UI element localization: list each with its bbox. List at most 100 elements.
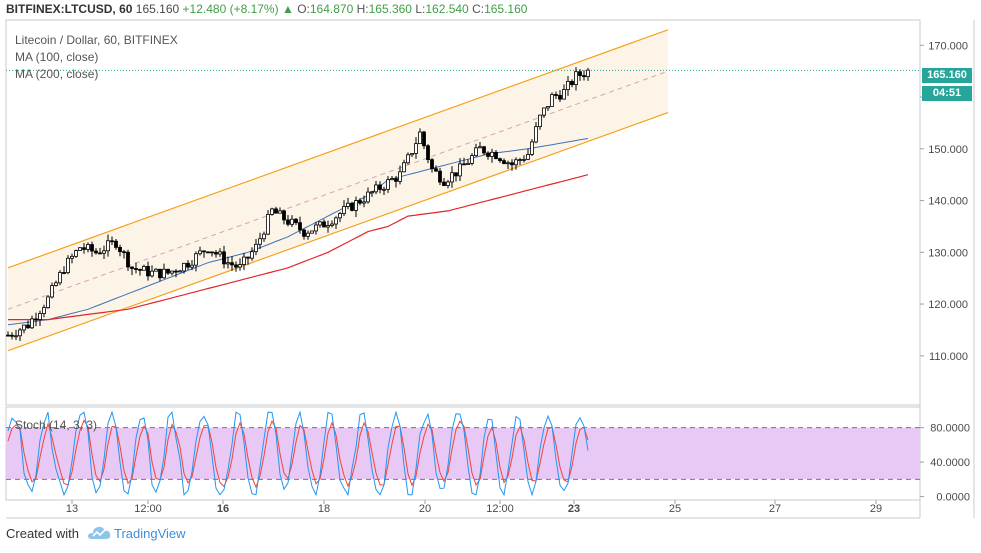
candle-body: [394, 178, 398, 182]
candle-body: [154, 268, 158, 272]
candle-body: [426, 145, 430, 161]
candle-body: [402, 162, 406, 173]
candle-body: [138, 268, 142, 271]
ma100-legend[interactable]: MA (100, close): [15, 50, 99, 64]
candle-body: [398, 171, 402, 182]
up-arrow-icon: ▲: [281, 2, 294, 16]
created-with-label: Created with: [6, 526, 79, 541]
candle-body: [306, 232, 310, 237]
main-pane: [5, 19, 921, 406]
candle-body: [414, 143, 418, 154]
candle-body: [290, 218, 294, 225]
stoch-band: [6, 427, 920, 480]
candle-body: [518, 159, 522, 161]
candle-body: [66, 257, 70, 274]
candle-body: [546, 106, 550, 109]
low-value: 162.540: [425, 2, 469, 16]
candle-body: [522, 158, 526, 161]
candle-body: [378, 184, 382, 190]
candle-body: [374, 184, 378, 193]
candle-body: [198, 250, 202, 255]
candle-body: [334, 217, 338, 225]
candle-body: [338, 213, 342, 219]
candle-body: [534, 126, 538, 143]
candle-body: [102, 250, 106, 254]
time-tick-label: 13: [66, 503, 78, 515]
candle-body: [226, 262, 230, 265]
candle-body: [114, 240, 118, 248]
candle-body: [134, 268, 138, 270]
candle-body: [98, 252, 102, 255]
candle-body: [514, 159, 518, 166]
time-tick-label: 20: [419, 503, 431, 515]
candle-body: [282, 210, 286, 221]
candle-body: [130, 266, 134, 269]
candle-body: [106, 240, 110, 252]
candle-body: [342, 206, 346, 214]
tradingview-cloud-icon[interactable]: [83, 526, 114, 541]
candle-body: [170, 270, 174, 274]
symbol-name[interactable]: BITFINEX:LTCUSD, 60: [6, 2, 133, 16]
candle-body: [190, 264, 194, 268]
candle-body: [206, 251, 210, 254]
candle-body: [230, 262, 234, 266]
candle-body: [194, 253, 198, 266]
high-value: 165.360: [368, 2, 412, 16]
candle-body: [218, 251, 222, 255]
time-tick-label: 16: [217, 503, 229, 515]
candle-body: [410, 153, 414, 156]
candle-body: [250, 251, 254, 259]
candle-body: [462, 163, 466, 166]
candle-body: [302, 229, 306, 237]
candle-body: [562, 89, 566, 100]
last-price-tag: 165.160: [922, 68, 972, 83]
candle-body: [322, 221, 326, 228]
candle-body: [466, 162, 470, 165]
candle-body: [470, 155, 474, 164]
candle-body: [54, 282, 58, 287]
candle-body: [46, 296, 50, 309]
tradingview-brand-link[interactable]: TradingView: [114, 526, 186, 541]
candle-body: [446, 181, 450, 186]
time-tick-label: 18: [318, 503, 330, 515]
candle-body: [178, 270, 182, 273]
candle-body: [530, 141, 534, 155]
candle-body: [262, 233, 266, 240]
candle-body: [122, 251, 126, 254]
candle-body: [318, 221, 322, 226]
candle-body: [242, 256, 246, 265]
candle-body: [526, 154, 530, 160]
ma200-legend[interactable]: MA (200, close): [15, 67, 99, 81]
candle-body: [298, 222, 302, 231]
channel-upper-line: [7, 29, 669, 269]
candle-body: [366, 191, 370, 203]
candle-body: [510, 162, 514, 166]
open-value: 164.870: [309, 2, 354, 16]
candle-body: [126, 251, 130, 268]
candle-body: [326, 225, 330, 228]
candle-body: [330, 223, 334, 226]
candle-body: [254, 243, 258, 253]
candle-body: [474, 147, 478, 156]
candle-body: [554, 94, 558, 96]
candle-body: [238, 264, 242, 268]
channel-fill: [8, 29, 668, 351]
candle-body: [50, 285, 54, 298]
candle-body: [266, 213, 270, 235]
price-tick-label: 140.000: [928, 196, 968, 208]
candle-body: [362, 201, 366, 204]
stoch-legend[interactable]: Stoch (14, 3, 3): [15, 418, 98, 432]
candle-body: [382, 188, 386, 191]
candle-body: [166, 268, 170, 274]
candle-body: [10, 334, 14, 337]
candle-body: [450, 172, 454, 183]
candle-body: [158, 268, 162, 279]
candle-body: [86, 244, 90, 250]
candle-body: [422, 131, 426, 147]
candle-body: [234, 264, 238, 268]
chart-title[interactable]: Litecoin / Dollar, 60, BITFINEX: [15, 33, 178, 47]
last-price: 165.160: [135, 2, 180, 16]
time-tick-label: 12:00: [486, 503, 514, 515]
candle-body: [386, 179, 390, 190]
